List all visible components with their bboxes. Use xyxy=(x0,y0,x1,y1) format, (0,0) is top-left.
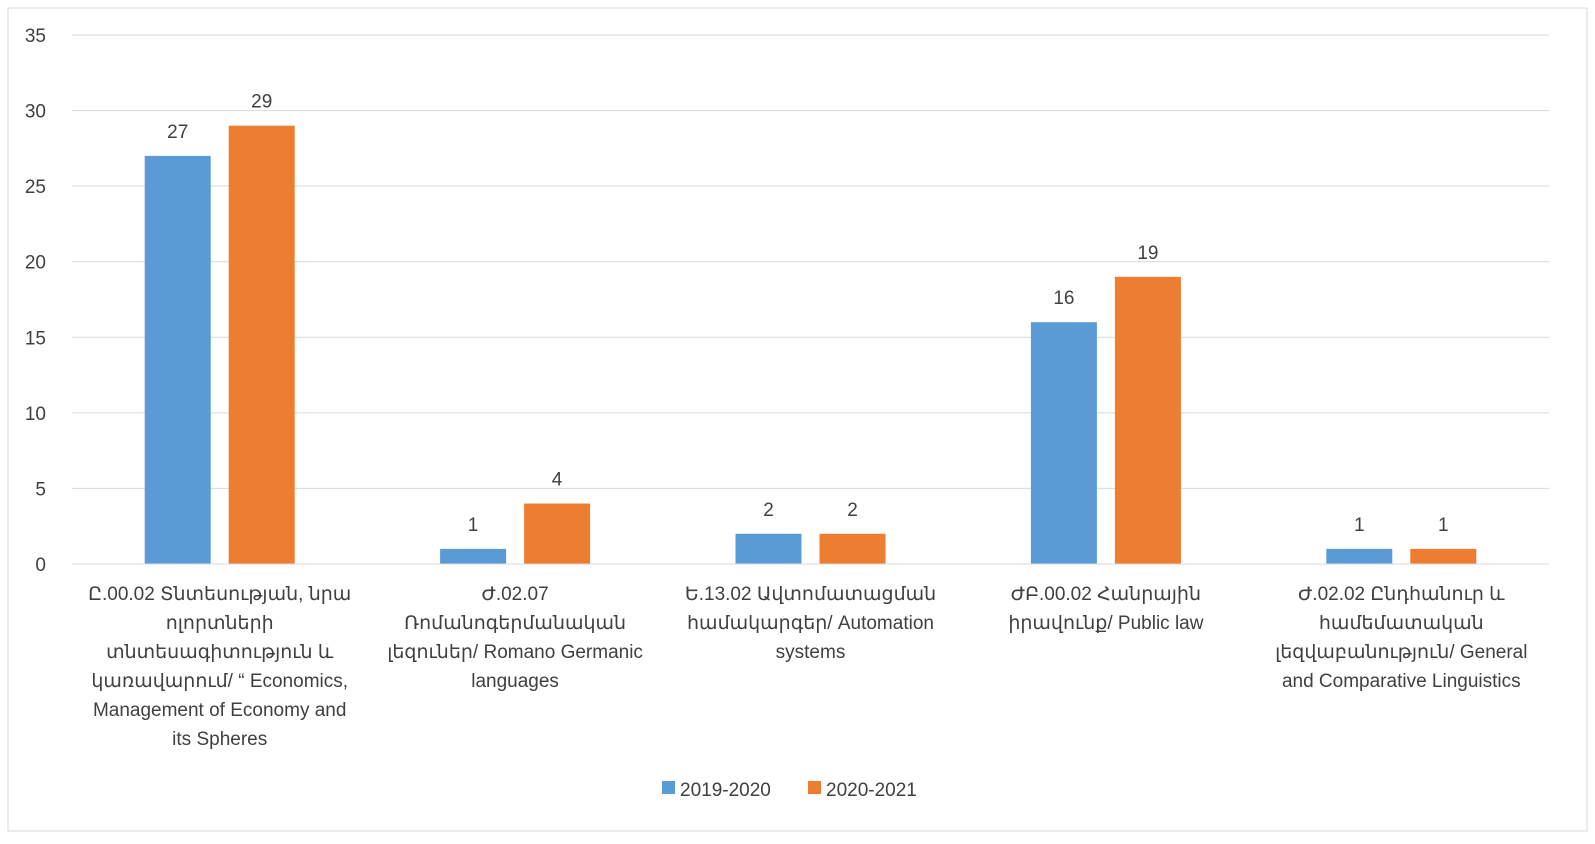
y-axis: 0 5 10 15 20 25 30 35 xyxy=(25,26,46,576)
data-labels: 27 29 1 4 2 2 16 19 1 1 xyxy=(167,92,1448,536)
x-category-label-line: Ռոմանոգերմանական xyxy=(404,613,626,634)
y-tick-label: 20 xyxy=(25,253,46,274)
x-category-label-line: տնտեսագիտություն և xyxy=(106,642,334,663)
x-category-label: Ե.13.02 Ավտոմատացման համակարգեր/ Automati… xyxy=(685,584,936,663)
x-category-label-line: լեզվաբանություն/ General xyxy=(1275,642,1527,663)
x-category-label-line: իրավունք/ Public law xyxy=(1008,613,1203,634)
y-tick-label: 10 xyxy=(25,404,46,425)
x-category-label-line: Ե.13.02 Ավտոմատացման xyxy=(685,584,936,605)
y-tick-label: 30 xyxy=(25,102,46,123)
data-label: 1 xyxy=(1438,515,1449,536)
x-category-label: ԺԲ.00.02 Հանրային իրավունք/ Public law xyxy=(1008,584,1203,634)
data-label: 4 xyxy=(552,470,563,491)
legend: 2019-2020 2020-2021 xyxy=(662,780,917,801)
y-tick-label: 0 xyxy=(35,555,46,576)
data-label: 2 xyxy=(763,500,774,521)
x-category-label-line: կառավարում/ “ Economics, xyxy=(91,671,348,692)
bar-2020-2021-3 xyxy=(1114,276,1181,564)
bar-2020-2021-1 xyxy=(524,503,591,564)
x-category-label-line: Ը.00.02 Տնտեսության, նրա xyxy=(88,584,351,605)
data-label: 19 xyxy=(1137,243,1158,264)
x-category-label-line: Ժ.02.07 xyxy=(482,584,549,605)
y-tick-label: 5 xyxy=(35,479,46,500)
bar-2019-2020-2 xyxy=(735,533,802,564)
x-category-label-line: its Spheres xyxy=(172,729,267,750)
data-label: 29 xyxy=(251,92,272,113)
x-category-label-line: and Comparative Linguistics xyxy=(1282,671,1521,692)
data-label: 1 xyxy=(1354,515,1365,536)
x-category-label-line: Ժ.02.02 Ընդհանուր և xyxy=(1298,584,1505,605)
x-category-label-line: Management of Economy and xyxy=(93,700,347,721)
bar-2019-2020-0 xyxy=(144,155,211,564)
bar-2019-2020-3 xyxy=(1030,322,1097,564)
y-tick-label: 35 xyxy=(25,26,46,47)
bars xyxy=(144,125,1477,564)
x-category-label-line: համակարգեր/ Automation xyxy=(687,613,934,634)
x-category-label: Ը.00.02 Տնտեսության, նրա ոլորտների տնտեսագ… xyxy=(88,584,351,750)
data-label: 27 xyxy=(167,122,188,143)
x-axis: Ը.00.02 Տնտեսության, նրա ոլորտների տնտեսագ… xyxy=(72,563,1549,750)
data-label: 16 xyxy=(1053,288,1074,309)
x-category-label-line: ոլորտների xyxy=(166,613,274,634)
bar-2020-2021-0 xyxy=(228,125,295,564)
y-tick-label: 25 xyxy=(25,177,46,198)
bar-2020-2021-2 xyxy=(819,533,886,564)
legend-swatch xyxy=(662,781,675,794)
data-label: 2 xyxy=(847,500,858,521)
x-category-label-line: ԺԲ.00.02 Հանրային xyxy=(1011,584,1201,605)
x-category-label: Ժ.02.02 Ընդհանուր և համեմատական լեզվաբանու… xyxy=(1275,584,1527,692)
legend-label: 2019-2020 xyxy=(680,780,771,801)
x-category-label-line: languages xyxy=(471,671,559,692)
legend-label: 2020-2021 xyxy=(826,780,917,801)
y-tick-label: 15 xyxy=(25,328,46,349)
legend-swatch xyxy=(808,781,821,794)
bar-2019-2020-1 xyxy=(440,548,507,564)
data-label: 1 xyxy=(468,515,479,536)
x-category-label-line: systems xyxy=(776,642,846,663)
x-category-label-line: լեզուներ/ Romano Germanic xyxy=(387,642,643,663)
x-category-label: Ժ.02.07 Ռոմանոգերմանական լեզուներ/ Romano … xyxy=(387,584,643,692)
bar-2020-2021-4 xyxy=(1410,548,1477,564)
bar-2019-2020-4 xyxy=(1326,548,1393,564)
x-category-label-line: համեմատական xyxy=(1319,613,1484,634)
